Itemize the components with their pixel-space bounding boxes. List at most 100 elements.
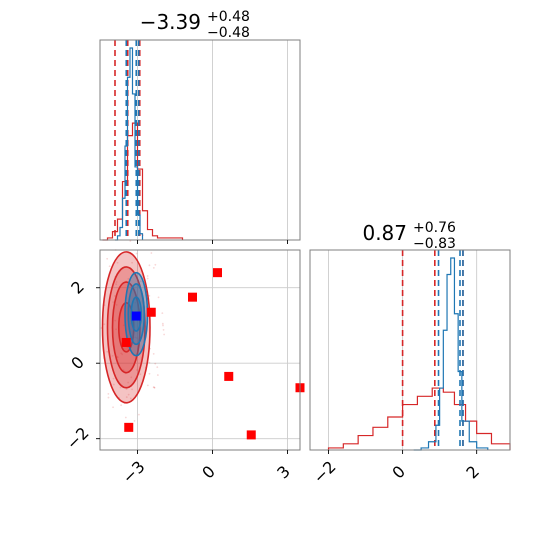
histogram-step-line (327, 387, 511, 450)
sample-point (135, 252, 138, 255)
sample-point (114, 319, 117, 322)
y-tick-label: 2 (67, 277, 88, 298)
sample-point (115, 328, 117, 331)
top-left-title: −3.39 +0.48 −0.48 (140, 9, 250, 41)
sample-point (148, 264, 151, 267)
sample-point (139, 280, 142, 283)
sample-point (116, 355, 119, 358)
sample-point (148, 361, 151, 364)
red-square-marker (188, 292, 197, 302)
sample-point (156, 366, 159, 369)
sample-point (156, 374, 159, 376)
sample-point (112, 377, 115, 380)
sample-point (146, 277, 149, 280)
sample-point (134, 301, 137, 304)
sample-point (125, 396, 128, 399)
histogram-series-1 (115, 40, 144, 241)
sample-point (106, 257, 109, 260)
sample-point (120, 404, 123, 407)
sample-point (106, 350, 109, 353)
sample-point (148, 294, 151, 297)
y-tick-label: −2 (63, 423, 93, 453)
sample-point (131, 388, 133, 391)
sample-point (120, 352, 123, 355)
sample-point (115, 281, 118, 283)
sample-point (162, 329, 165, 331)
top-left-histogram-panel (99, 39, 301, 244)
sample-point (127, 278, 130, 280)
sample-point (146, 384, 149, 387)
sample-point (161, 322, 164, 325)
histogram-series-0 (327, 250, 511, 450)
panel-frame (99, 249, 301, 451)
sample-point (135, 337, 138, 339)
sample-point (152, 386, 155, 388)
sample-point (153, 386, 156, 389)
sample-point (150, 252, 153, 254)
sample-point (122, 324, 125, 327)
bottom-right-histogram-panel: −2 0 2 (309, 249, 511, 487)
histogram-series-1 (413, 250, 489, 451)
panel-frame (99, 39, 301, 241)
bottom-right-title-upper: +0.76 (413, 220, 456, 236)
x-tick-label: −2 (310, 457, 340, 487)
sample-point (108, 265, 111, 268)
sample-point (103, 323, 106, 326)
sample-point (112, 301, 115, 303)
y-tick-label: 0 (67, 353, 88, 374)
sample-point (131, 261, 133, 264)
sample-point (115, 283, 118, 286)
sample-point (154, 362, 157, 365)
sample-point (107, 396, 110, 399)
x-tick-label: 0 (198, 462, 219, 483)
sample-point (111, 355, 114, 357)
x-tick-label: 3 (273, 462, 294, 483)
sample-point (161, 312, 164, 315)
sample-point (148, 372, 151, 375)
sample-point (112, 406, 114, 409)
bottom-right-title: 0.87 +0.76 −0.83 (362, 220, 456, 252)
top-left-title-value: −3.39 (140, 10, 201, 34)
x-tick-label: 0 (388, 462, 409, 483)
sample-point (141, 234, 144, 237)
blue-square-marker (131, 311, 141, 321)
sample-point (157, 296, 160, 299)
sample-point (129, 397, 132, 400)
sample-point (127, 393, 130, 396)
red-square-marker (224, 371, 234, 381)
red-square-marker (121, 337, 131, 347)
x-tick-label: −3 (119, 457, 149, 487)
sample-point (113, 295, 116, 297)
sample-point (134, 336, 137, 339)
sample-point (154, 263, 157, 266)
sample-point (138, 413, 140, 416)
sample-point (163, 333, 166, 336)
sample-point (133, 420, 136, 422)
sample-point (129, 240, 132, 242)
sample-point (162, 324, 164, 327)
sample-point (112, 383, 115, 386)
sample-point (146, 275, 149, 277)
panel-frame (309, 249, 511, 451)
sample-point (124, 416, 127, 419)
sample-point (107, 392, 110, 395)
bottom-right-title-value: 0.87 (362, 221, 407, 245)
sample-point (127, 381, 130, 384)
top-left-title-upper: +0.48 (207, 9, 250, 25)
sample-point (116, 261, 119, 264)
sample-point (116, 356, 119, 359)
bottom-right-title-lower: −0.83 (413, 236, 456, 252)
sample-point (152, 352, 155, 355)
sample-point (139, 373, 142, 376)
red-square-marker (213, 268, 222, 278)
sample-point (119, 386, 122, 389)
sample-point (152, 266, 155, 269)
red-square-marker (146, 307, 156, 317)
sample-point (135, 369, 138, 371)
red-square-marker (246, 430, 256, 440)
sample-point (153, 386, 156, 389)
histogram-step-line (413, 257, 489, 451)
sample-point (130, 376, 133, 379)
histogram-step-line (102, 122, 184, 241)
